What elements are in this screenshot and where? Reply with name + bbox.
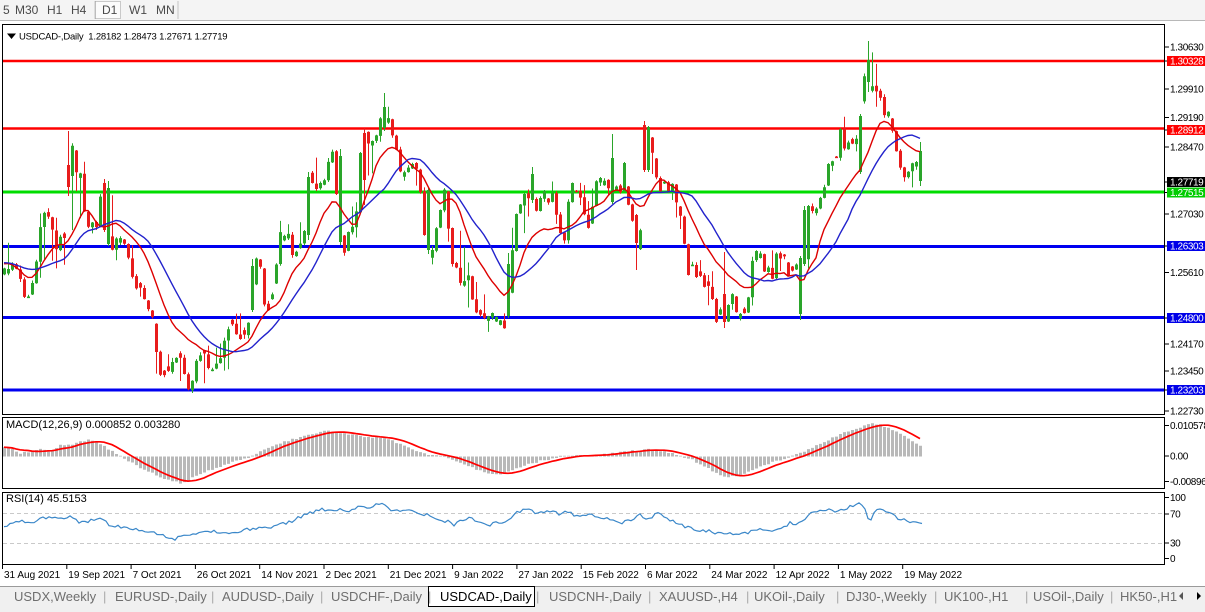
svg-text:0: 0 xyxy=(1170,554,1176,565)
svg-text:1.27515: 1.27515 xyxy=(1170,188,1204,199)
svg-text:1.26303: 1.26303 xyxy=(1170,242,1204,253)
svg-text:HK50-,H1: HK50-,H1 xyxy=(1120,589,1177,604)
svg-text:5: 5 xyxy=(3,3,10,17)
svg-text:|: | xyxy=(536,589,539,604)
svg-text:XAUUSD-,H4: XAUUSD-,H4 xyxy=(659,589,738,604)
svg-text:27 Jan 2022: 27 Jan 2022 xyxy=(518,570,573,581)
svg-text:7 Oct 2021: 7 Oct 2021 xyxy=(133,570,182,581)
svg-text:USDCNH-,Daily: USDCNH-,Daily xyxy=(549,589,642,604)
svg-text:|: | xyxy=(1110,589,1113,604)
svg-text:1 May 2022: 1 May 2022 xyxy=(840,570,893,581)
svg-text:1.30630: 1.30630 xyxy=(1170,43,1204,54)
svg-text:|: | xyxy=(103,589,106,604)
svg-text:24 Mar 2022: 24 Mar 2022 xyxy=(711,570,768,581)
svg-text:15 Feb 2022: 15 Feb 2022 xyxy=(583,570,640,581)
svg-text:1.27719: 1.27719 xyxy=(1170,178,1204,189)
svg-text:0.010578: 0.010578 xyxy=(1170,421,1205,432)
svg-text:UKOil-,Daily: UKOil-,Daily xyxy=(754,589,825,604)
svg-text:1.25610: 1.25610 xyxy=(1170,268,1204,279)
svg-text:1.23203: 1.23203 xyxy=(1170,386,1204,397)
svg-text:MACD(12,26,9) 0.000852 0.00328: MACD(12,26,9) 0.000852 0.003280 xyxy=(6,419,180,431)
svg-text:RSI(14) 45.5153: RSI(14) 45.5153 xyxy=(6,493,87,505)
svg-text:EURUSD-,Daily: EURUSD-,Daily xyxy=(115,589,207,604)
svg-text:|: | xyxy=(320,589,323,604)
svg-text:9 Jan 2022: 9 Jan 2022 xyxy=(454,570,504,581)
svg-text:W1: W1 xyxy=(129,3,147,17)
svg-text:USDCHF-,Daily: USDCHF-,Daily xyxy=(331,589,423,604)
svg-text:1.23450: 1.23450 xyxy=(1170,367,1204,378)
svg-text:-0.00896: -0.00896 xyxy=(1170,477,1205,488)
svg-text:1.29190: 1.29190 xyxy=(1170,113,1204,124)
svg-text:1.24170: 1.24170 xyxy=(1170,340,1204,351)
svg-text:1.28912: 1.28912 xyxy=(1170,126,1204,137)
svg-text:21 Dec 2021: 21 Dec 2021 xyxy=(390,570,447,581)
svg-text:19 May 2022: 19 May 2022 xyxy=(904,570,962,581)
svg-text:|: | xyxy=(1025,589,1028,604)
svg-text:USDX,Weekly: USDX,Weekly xyxy=(14,589,97,604)
svg-text:31 Aug 2021: 31 Aug 2021 xyxy=(4,570,61,581)
svg-text:M30: M30 xyxy=(15,3,39,17)
svg-text:12 Apr 2022: 12 Apr 2022 xyxy=(776,570,830,581)
svg-text:70: 70 xyxy=(1170,510,1181,521)
svg-text:USDCAD-,Daily: USDCAD-,Daily xyxy=(440,589,532,604)
svg-text:UK100-,H1: UK100-,H1 xyxy=(944,589,1008,604)
svg-text:0.00: 0.00 xyxy=(1170,452,1189,463)
svg-text:DJ30-,Weekly: DJ30-,Weekly xyxy=(846,589,927,604)
svg-text:1.27030: 1.27030 xyxy=(1170,210,1204,221)
svg-text:|: | xyxy=(934,589,937,604)
svg-text:AUDUSD-,Daily: AUDUSD-,Daily xyxy=(222,589,314,604)
svg-text:30: 30 xyxy=(1170,539,1181,550)
svg-text:2 Dec 2021: 2 Dec 2021 xyxy=(326,570,378,581)
svg-text:100: 100 xyxy=(1170,493,1186,504)
svg-text:1.22730: 1.22730 xyxy=(1170,407,1204,418)
svg-text:1.30328: 1.30328 xyxy=(1170,57,1204,68)
svg-text:|: | xyxy=(836,589,839,604)
svg-text:|: | xyxy=(428,589,431,604)
svg-text:|: | xyxy=(211,589,214,604)
svg-text:19 Sep 2021: 19 Sep 2021 xyxy=(68,570,125,581)
svg-text:D1: D1 xyxy=(102,3,118,17)
svg-text:6 Mar 2022: 6 Mar 2022 xyxy=(647,570,698,581)
svg-text:26 Oct 2021: 26 Oct 2021 xyxy=(197,570,252,581)
svg-text:USOil-,Daily: USOil-,Daily xyxy=(1033,589,1104,604)
svg-text:H1: H1 xyxy=(47,3,63,17)
svg-text:USDCAD-,Daily 1.28182 1.28473: USDCAD-,Daily 1.28182 1.28473 1.27671 1.… xyxy=(19,32,227,43)
svg-text:1.29910: 1.29910 xyxy=(1170,85,1204,96)
svg-text:|: | xyxy=(648,589,651,604)
svg-text:MN: MN xyxy=(156,3,175,17)
svg-text:14 Nov 2021: 14 Nov 2021 xyxy=(261,570,318,581)
svg-text:1.28470: 1.28470 xyxy=(1170,143,1204,154)
svg-text:1.24800: 1.24800 xyxy=(1170,314,1204,325)
svg-text:H4: H4 xyxy=(71,3,87,17)
svg-text:|: | xyxy=(746,589,749,604)
